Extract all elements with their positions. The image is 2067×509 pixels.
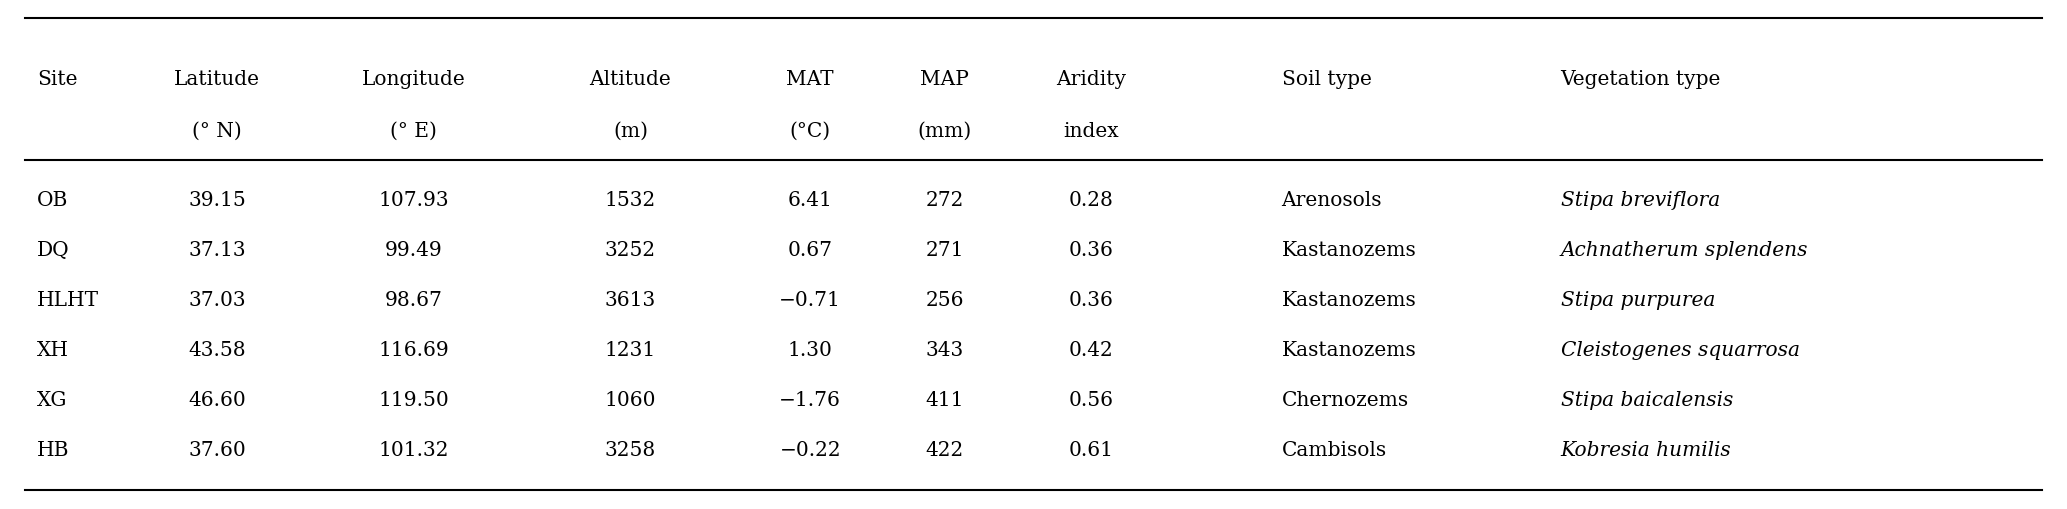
Text: Kastanozems: Kastanozems: [1282, 291, 1416, 309]
Text: 0.36: 0.36: [1069, 241, 1114, 260]
Text: 411: 411: [926, 390, 963, 409]
Text: 256: 256: [926, 291, 963, 309]
Text: 37.13: 37.13: [188, 241, 246, 260]
Text: 0.56: 0.56: [1069, 390, 1114, 409]
Text: −0.22: −0.22: [779, 440, 841, 459]
Text: 1231: 1231: [606, 341, 655, 359]
Text: −0.71: −0.71: [779, 291, 841, 309]
Text: 99.49: 99.49: [384, 241, 442, 260]
Text: Kobresia humilis: Kobresia humilis: [1561, 440, 1732, 459]
Text: Achnatherum splendens: Achnatherum splendens: [1561, 241, 1809, 260]
Text: HB: HB: [37, 440, 70, 459]
Text: (°C): (°C): [790, 122, 831, 141]
Text: Stipa breviflora: Stipa breviflora: [1561, 191, 1720, 210]
Text: OB: OB: [37, 191, 68, 210]
Text: Longitude: Longitude: [362, 69, 465, 89]
Text: index: index: [1065, 122, 1118, 141]
Text: Soil type: Soil type: [1282, 69, 1370, 89]
Text: 3252: 3252: [606, 241, 655, 260]
Text: (° N): (° N): [192, 122, 242, 141]
Text: XG: XG: [37, 390, 68, 409]
Text: 0.61: 0.61: [1069, 440, 1114, 459]
Text: Stipa purpurea: Stipa purpurea: [1561, 291, 1716, 309]
Text: 1.30: 1.30: [788, 341, 833, 359]
Text: 107.93: 107.93: [378, 191, 449, 210]
Text: 101.32: 101.32: [378, 440, 449, 459]
Text: 1532: 1532: [606, 191, 655, 210]
Text: HLHT: HLHT: [37, 291, 99, 309]
Text: Cleistogenes squarrosa: Cleistogenes squarrosa: [1561, 341, 1800, 359]
Text: 0.42: 0.42: [1069, 341, 1114, 359]
Text: Kastanozems: Kastanozems: [1282, 341, 1416, 359]
Text: MAT: MAT: [785, 69, 835, 89]
Text: (m): (m): [614, 122, 647, 141]
Text: −1.76: −1.76: [779, 390, 841, 409]
Text: 343: 343: [926, 341, 963, 359]
Text: Latitude: Latitude: [174, 69, 260, 89]
Text: 43.58: 43.58: [188, 341, 246, 359]
Text: Arenosols: Arenosols: [1282, 191, 1383, 210]
Text: Stipa baicalensis: Stipa baicalensis: [1561, 390, 1732, 409]
Text: Aridity: Aridity: [1056, 69, 1127, 89]
Text: XH: XH: [37, 341, 68, 359]
Text: Site: Site: [37, 69, 79, 89]
Text: 271: 271: [926, 241, 963, 260]
Text: 0.36: 0.36: [1069, 291, 1114, 309]
Text: 3613: 3613: [606, 291, 655, 309]
Text: 116.69: 116.69: [378, 341, 449, 359]
Text: Kastanozems: Kastanozems: [1282, 241, 1416, 260]
Text: 272: 272: [926, 191, 963, 210]
Text: 1060: 1060: [606, 390, 655, 409]
Text: 37.03: 37.03: [188, 291, 246, 309]
Text: 37.60: 37.60: [188, 440, 246, 459]
Text: DQ: DQ: [37, 241, 70, 260]
Text: Chernozems: Chernozems: [1282, 390, 1410, 409]
Text: 119.50: 119.50: [378, 390, 449, 409]
Text: Altitude: Altitude: [589, 69, 672, 89]
Text: 46.60: 46.60: [188, 390, 246, 409]
Text: MAP: MAP: [920, 69, 969, 89]
Text: (mm): (mm): [918, 122, 971, 141]
Text: 6.41: 6.41: [788, 191, 833, 210]
Text: 3258: 3258: [606, 440, 655, 459]
Text: 0.67: 0.67: [788, 241, 833, 260]
Text: 39.15: 39.15: [188, 191, 246, 210]
Text: Vegetation type: Vegetation type: [1561, 69, 1722, 89]
Text: 0.28: 0.28: [1069, 191, 1114, 210]
Text: (° E): (° E): [391, 122, 436, 141]
Text: 422: 422: [926, 440, 963, 459]
Text: Cambisols: Cambisols: [1282, 440, 1387, 459]
Text: 98.67: 98.67: [384, 291, 442, 309]
